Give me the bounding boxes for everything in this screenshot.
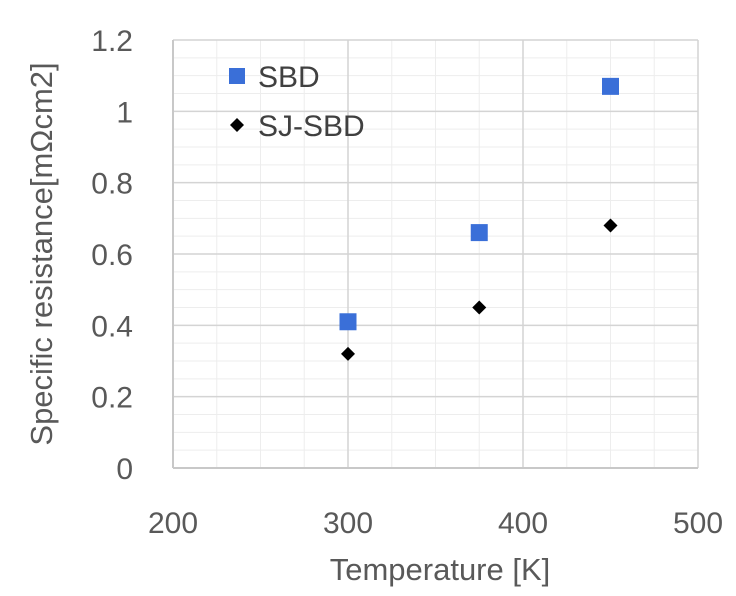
- y-tick-label: 0: [116, 453, 133, 486]
- x-tick-label: 200: [148, 507, 198, 540]
- x-tick-label: 500: [673, 507, 723, 540]
- data-point-sbd: [339, 313, 357, 331]
- y-axis-title: Specific resistance[mΩcm2]: [24, 62, 59, 445]
- y-tick-label: 0.6: [91, 239, 133, 272]
- axes: [172, 40, 698, 469]
- x-tick-label: 300: [323, 507, 373, 540]
- grid: [172, 39, 699, 469]
- data-point-sj-sbd: [472, 300, 487, 315]
- data-point-sbd: [602, 77, 619, 95]
- legend-label-sbd: SBD: [258, 61, 320, 94]
- data-points: [339, 77, 619, 361]
- data-point-sj-sbd: [341, 346, 355, 361]
- y-tick-label: 1: [116, 96, 133, 129]
- tick-labels: 200 300 400 500 0 0.2 0.4 0.6 0.8 1 1.2: [91, 25, 723, 540]
- data-point-sj-sbd: [603, 218, 618, 233]
- y-tick-label: 0.8: [91, 168, 133, 201]
- y-tick-label: 1.2: [91, 25, 133, 58]
- x-axis-title: Temperature [K]: [330, 552, 551, 587]
- x-tick-label: 400: [498, 507, 548, 540]
- y-tick-label: 0.2: [91, 382, 133, 415]
- legend-marker-sj-sbd: [230, 118, 244, 132]
- y-tick-label: 0.4: [91, 310, 133, 343]
- legend-label-sj-sbd: SJ-SBD: [258, 110, 365, 143]
- legend: SBD SJ-SBD: [229, 61, 365, 143]
- legend-marker-sbd: [229, 68, 245, 84]
- data-point-sbd: [470, 224, 488, 242]
